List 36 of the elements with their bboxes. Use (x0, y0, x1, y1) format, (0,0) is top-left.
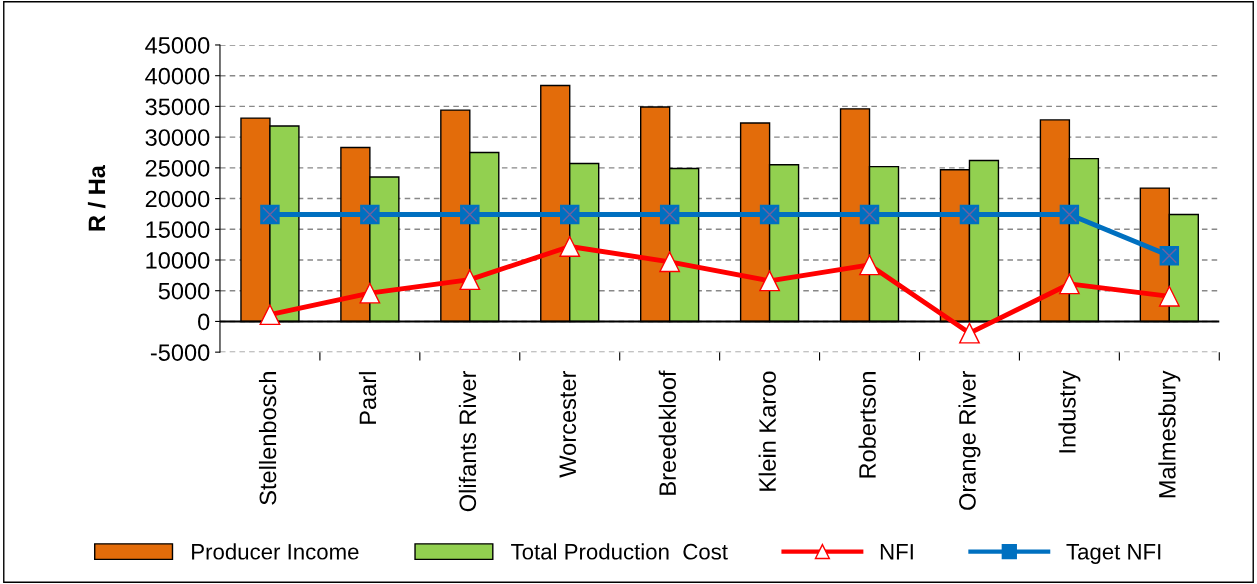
point (659, 251, 681, 273)
legend-label: Total Production Cost (511, 543, 728, 560)
y-tick-label: 5000 (158, 282, 210, 300)
x-tick-label: Klein Karoo (758, 371, 776, 491)
y-tick-label: 35000 (145, 98, 210, 116)
y-tick-label: 40000 (145, 67, 210, 85)
point (359, 282, 381, 304)
y-tick-label: 10000 (146, 252, 210, 269)
y-tick-label: -5000 (150, 344, 210, 361)
x-tick-label: Worcester (559, 370, 577, 478)
x-tick-label: Robertson (858, 372, 876, 478)
y-tick-label: 25000 (145, 159, 210, 177)
point (759, 270, 781, 292)
y-tick-label: 15000 (146, 221, 210, 239)
point (859, 254, 880, 276)
x-tick-label: Breedekloof (658, 370, 676, 495)
x-tick-label: Industry (1058, 370, 1081, 453)
y-tick-label: 0 (198, 313, 210, 331)
x-tick-label: Olifants River (458, 370, 477, 512)
x-tick-label: Orange River (958, 370, 981, 510)
x-tick-label: Paarl (358, 372, 377, 424)
legend-label: NFI (880, 544, 913, 560)
legend-label: Producer Income (192, 543, 359, 560)
point (259, 304, 281, 326)
x-tick-label: Malmesbury (1158, 370, 1181, 498)
point (459, 269, 481, 291)
point (1058, 273, 1080, 295)
y-tick-label: 20000 (145, 190, 210, 208)
y-tick-label: 45000 (145, 37, 210, 54)
y-axis-title: R / Ha (87, 164, 106, 231)
point (559, 236, 581, 257)
legend-label: Taget NFI (1066, 544, 1161, 564)
y-tick-label: 30000 (145, 129, 210, 146)
x-tick-label: Stellenbosch (258, 372, 277, 505)
point (959, 322, 980, 344)
point (1158, 285, 1180, 307)
